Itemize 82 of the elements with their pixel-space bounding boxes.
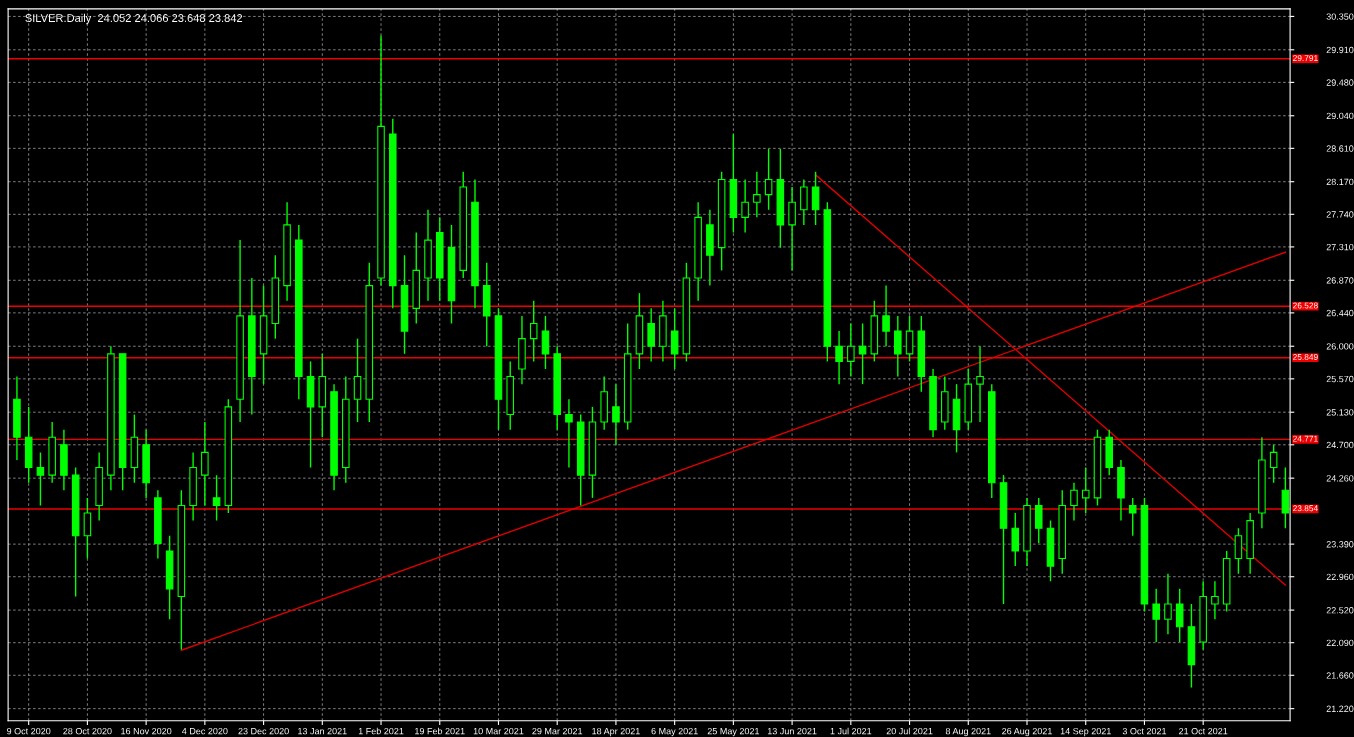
candlestick	[1175, 588, 1184, 643]
candlestick	[741, 178, 749, 234]
x-tick-label: 21 Oct 2021	[1179, 727, 1228, 735]
y-tick-label: 26.870	[1326, 277, 1354, 284]
candlestick	[753, 171, 761, 219]
candlestick	[800, 178, 808, 226]
candlestick	[847, 322, 855, 378]
candlestick	[565, 398, 573, 469]
x-tick-label: 13 Jun 2021	[767, 727, 817, 735]
y-tick-label: 30.350	[1326, 13, 1354, 20]
candlestick	[212, 474, 221, 522]
chart-title: SILVER.Daily 24.052 24.066 23.648 23.842	[25, 13, 243, 25]
x-tick-label: 28 Oct 2020	[63, 727, 112, 735]
candlestick	[1152, 588, 1160, 643]
y-tick-label: 26.000	[1326, 343, 1354, 350]
candlestick	[1081, 466, 1090, 514]
y-tick-label: 27.310	[1326, 243, 1354, 251]
candlestick	[1269, 444, 1278, 484]
candlestick	[1211, 580, 1219, 620]
y-tick-label: 22.520	[1326, 607, 1354, 614]
y-tick-label: 22.090	[1326, 639, 1354, 647]
candlestick	[36, 451, 45, 507]
x-tick-label: 16 Nov 2020	[121, 727, 172, 735]
x-tick-label: 8 Aug 2021	[945, 727, 991, 737]
x-tick-label: 1 Jul 2021	[830, 727, 872, 735]
ref-line-label: 25.849	[1293, 354, 1318, 360]
candlestick	[764, 148, 773, 211]
x-tick-label: 26 Aug 2021	[1002, 727, 1052, 737]
candlestick	[1234, 527, 1243, 575]
y-tick-label: 29.480	[1326, 79, 1354, 86]
ref-line-label: 29.791	[1293, 55, 1318, 62]
x-tick-label: 1 Feb 2021	[358, 727, 404, 735]
x-tick-label: 19 Feb 2021	[415, 727, 465, 735]
candlestick	[612, 383, 620, 446]
y-tick-label: 25.130	[1326, 409, 1354, 416]
x-tick-label: 6 May 2021	[651, 727, 698, 737]
x-tick-label: 20 Jul 2021	[886, 727, 933, 735]
candlestick	[541, 315, 550, 370]
y-tick-label: 23.390	[1326, 541, 1354, 548]
y-tick-label: 22.960	[1326, 573, 1354, 581]
candlestick	[83, 497, 92, 560]
ref-line-label: 24.771	[1293, 435, 1318, 442]
x-tick-label: 29 Mar 2021	[532, 727, 583, 735]
x-tick-label: 25 May 2021	[707, 727, 760, 737]
x-tick-label: 18 Apr 2021	[592, 727, 640, 737]
ref-line-label: 23.854	[1293, 505, 1318, 512]
candlestick	[894, 315, 902, 378]
candlestick	[1011, 512, 1020, 567]
candlestick	[647, 307, 655, 363]
y-tick-label: 28.610	[1326, 145, 1354, 152]
x-tick-label: 3 Oct 2021	[1122, 727, 1167, 735]
x-tick-label: 4 Dec 2020	[181, 727, 228, 735]
ref-line-label: 26.528	[1293, 302, 1318, 309]
y-tick-label: 21.220	[1326, 705, 1354, 713]
candlestick	[811, 171, 820, 226]
candlestick	[835, 330, 843, 385]
y-tick-label: 29.910	[1326, 46, 1354, 54]
candlestick	[882, 284, 890, 347]
y-tick-label: 26.440	[1326, 309, 1354, 317]
candlestick	[201, 421, 209, 507]
x-tick-label: 13 Jan 2021	[298, 727, 347, 735]
candlestick	[1164, 573, 1172, 636]
candlestick	[976, 345, 984, 423]
x-tick-label: 9 Oct 2020	[7, 727, 51, 735]
y-tick-label: 21.660	[1326, 672, 1354, 679]
y-tick-label: 29.040	[1326, 112, 1354, 120]
candlestick	[905, 315, 914, 363]
candlestick	[529, 300, 538, 363]
candlestick	[1070, 482, 1078, 522]
y-tick-label: 27.740	[1326, 211, 1354, 218]
y-tick-label: 24.700	[1326, 441, 1354, 449]
x-tick-label: 10 Mar 2021	[473, 727, 524, 735]
candlestick	[1034, 497, 1043, 545]
candlestick	[788, 186, 796, 272]
candlestick	[1128, 497, 1137, 537]
x-tick-label: 14 Sep 2021	[1060, 727, 1111, 737]
candlestick	[670, 307, 679, 370]
y-tick-label: 24.260	[1326, 475, 1354, 482]
candlestick	[353, 337, 362, 423]
x-tick-label: 23 Dec 2020	[238, 727, 289, 735]
y-tick-label: 25.570	[1326, 375, 1354, 383]
y-tick-label: 28.170	[1326, 178, 1354, 186]
